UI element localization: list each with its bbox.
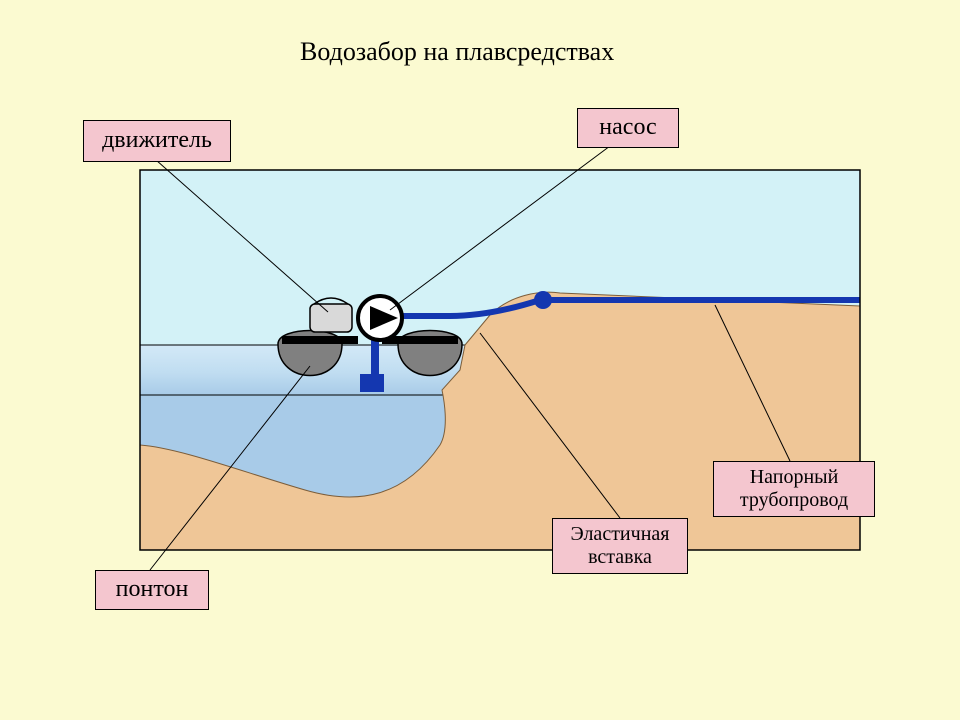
label-propulsion-text: движитель [102, 127, 212, 155]
engine-body [310, 304, 352, 332]
label-pipe-line2: трубопровод [740, 489, 848, 512]
flex-joint-icon [534, 291, 552, 309]
label-flex-line1: Эластичная [571, 523, 670, 546]
label-pontoon: понтон [95, 570, 209, 610]
label-pressure-pipe: Напорныйтрубопровод [713, 461, 875, 517]
deck-left [282, 336, 358, 344]
label-pipe-line1: Напорный [750, 466, 839, 489]
label-pump-text: насос [599, 114, 656, 142]
intake-foot [360, 374, 384, 392]
label-pontoon-text: понтон [116, 576, 189, 604]
label-flex-line2: вставка [588, 546, 652, 569]
diagram-title: Водозабор на плавсредствах [300, 37, 614, 67]
intake-stem [371, 340, 379, 374]
label-propulsion: движитель [83, 120, 231, 162]
diagram-svg [0, 0, 960, 720]
label-flexible-insert: Эластичнаявставка [552, 518, 688, 574]
label-pump: насос [577, 108, 679, 148]
